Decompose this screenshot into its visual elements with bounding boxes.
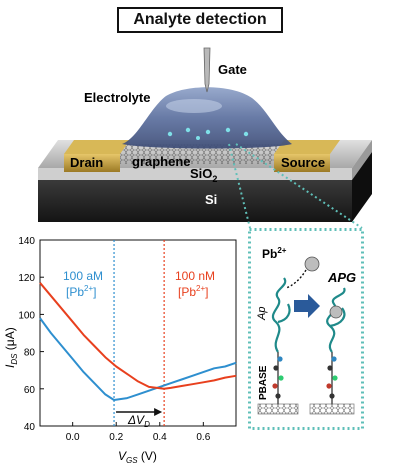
plot-frame	[39, 239, 237, 427]
silicon-side	[352, 152, 372, 222]
x-tick-label: 0.2	[109, 432, 123, 443]
transfer-curve-chart: 40 60 80 100 120 140 0.0 0.2 0.4 0.6 IDS (μA) VGS…	[3, 236, 237, 465]
drain-label: Drain	[70, 155, 103, 170]
oxide-label: SiO2	[190, 166, 217, 184]
y-tick-label: 40	[24, 422, 36, 433]
ion-approach-path	[285, 269, 307, 289]
source-electrode	[274, 154, 330, 172]
bound-lead-ion	[329, 305, 343, 319]
chart-axes: 40 60 80 100 120 140 0.0 0.2 0.4 0.6	[18, 236, 237, 443]
series-label-high-line1: 100 nM	[175, 269, 215, 283]
dirac-shift-label: ΔVD	[127, 413, 150, 429]
series-label-low-line1: 100 aM	[63, 269, 103, 283]
aptamer-inset: Pb2+ APG Ap PBASE	[248, 228, 364, 430]
drain-electrode	[64, 154, 120, 172]
graphene-label: graphene	[132, 154, 191, 169]
series-line-0	[39, 317, 237, 401]
diagram-title: Analyte detection	[117, 7, 283, 33]
y-tick-label: 120	[18, 273, 35, 284]
x-tick-label: 0.4	[153, 432, 167, 443]
graphene-sheet	[110, 144, 292, 164]
y-tick-label: 100	[18, 310, 35, 321]
x-axis-label: VGS (V)	[118, 449, 157, 465]
device-schematic: Gate Electrolyte Drain graphene Source S…	[38, 47, 372, 222]
electrolyte-droplet	[122, 87, 292, 149]
aptamer-strand-left	[271, 277, 291, 353]
series-line-1	[39, 282, 237, 390]
ion-label: Pb2+	[262, 246, 287, 261]
ion-markers	[167, 127, 249, 140]
gate-label: Gate	[218, 62, 247, 77]
substrate-label: Si	[205, 192, 217, 207]
pbase-label: PBASE	[258, 365, 269, 400]
gate-electrode	[203, 47, 211, 93]
pbase-linker-right	[326, 352, 338, 404]
dirac-shift-arrow-head	[154, 408, 163, 416]
y-tick-label: 80	[24, 348, 36, 359]
lead-ion-sphere	[304, 256, 320, 272]
droplet-highlight	[166, 99, 222, 113]
aptamer-label: Ap	[256, 307, 268, 321]
source-label: Source	[281, 155, 325, 170]
y-axis-label: IDS (μA)	[3, 327, 19, 368]
oxide-side	[352, 140, 372, 180]
electrolyte-label: Electrolyte	[84, 90, 150, 105]
chart-marks	[39, 240, 237, 426]
pbase-linker-left	[272, 352, 284, 404]
series-label-low-line2: [Pb2+]	[66, 284, 96, 299]
binding-arrow	[294, 294, 320, 318]
y-tick-label: 60	[24, 385, 36, 396]
series-label-high-line2: [Pb2+]	[178, 284, 208, 299]
x-tick-label: 0.6	[196, 432, 210, 443]
drain-electrode-top	[64, 140, 130, 154]
complex-label: APG	[327, 270, 356, 285]
y-tick-label: 140	[18, 236, 35, 247]
x-tick-label: 0.0	[66, 432, 80, 443]
